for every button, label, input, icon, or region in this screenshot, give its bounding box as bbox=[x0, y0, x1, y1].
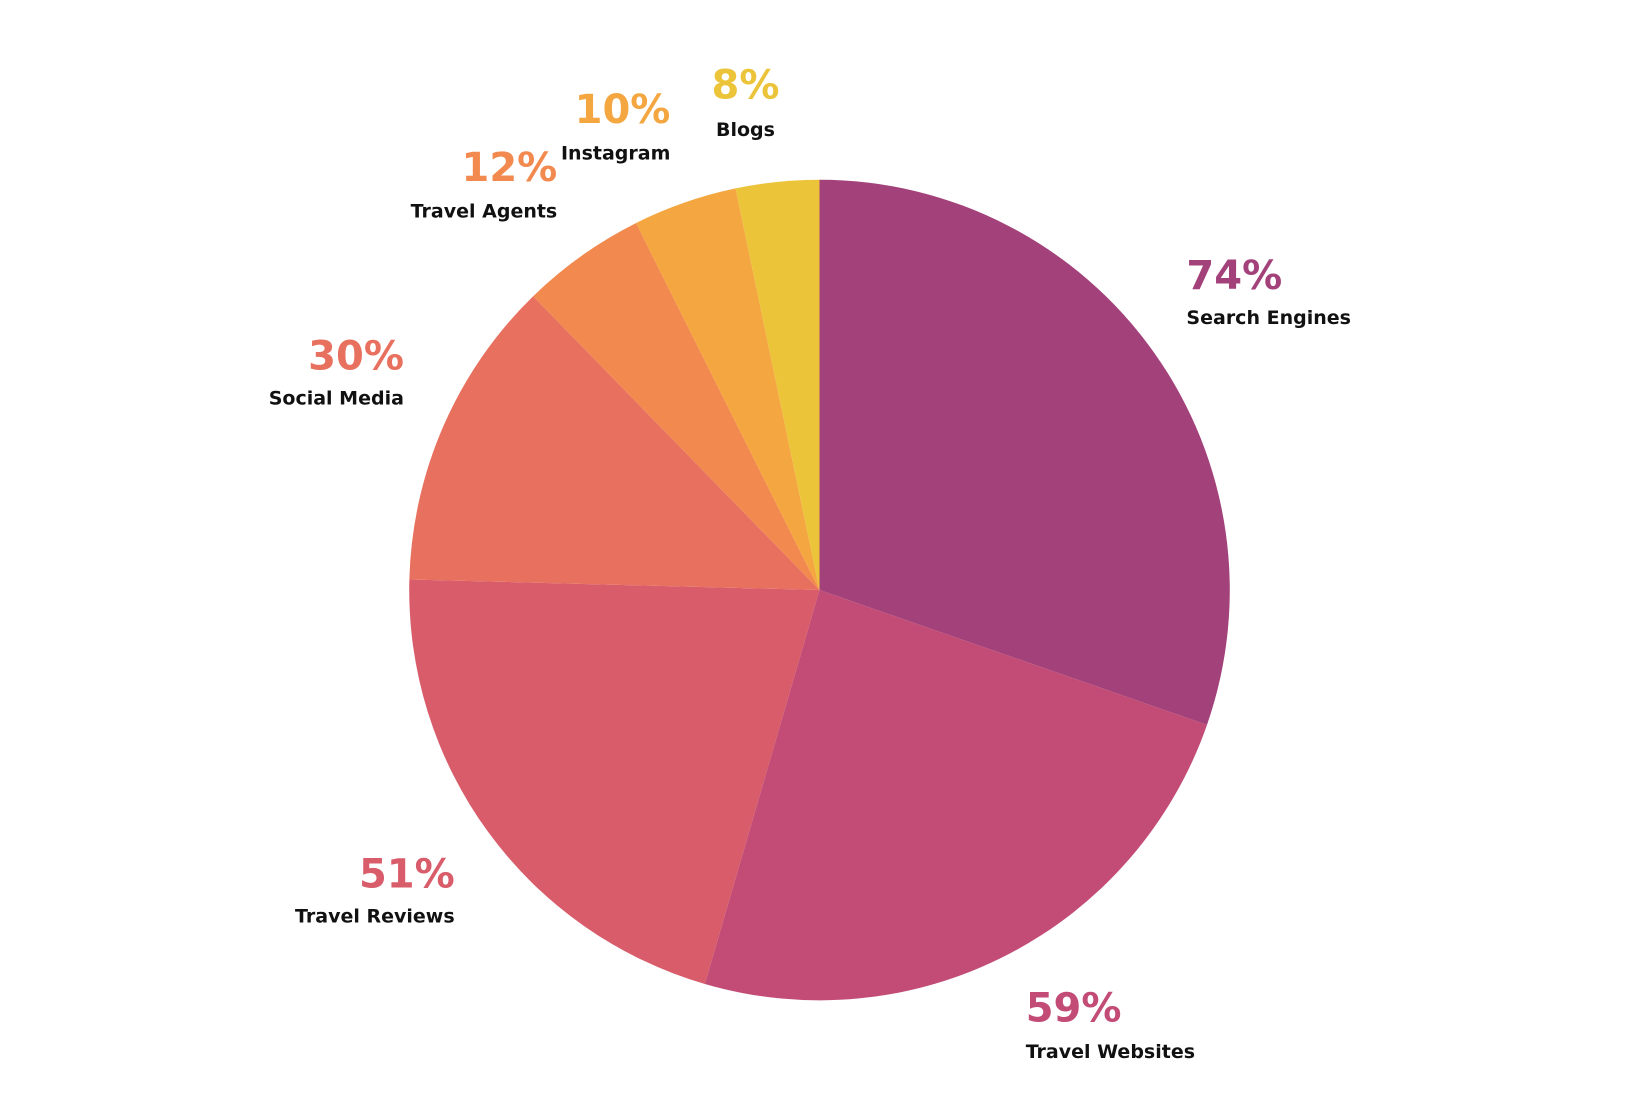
slice-label: Social Media bbox=[269, 388, 404, 410]
slice-label: Search Engines bbox=[1186, 307, 1351, 329]
slice-value-label: 74% bbox=[1186, 253, 1282, 299]
slice-label: Travel Websites bbox=[1026, 1041, 1195, 1063]
slice-label: Travel Reviews bbox=[295, 906, 455, 928]
pie-slice bbox=[409, 296, 820, 591]
pie-slice bbox=[735, 179, 820, 591]
pie-slice bbox=[533, 223, 820, 591]
pie-slice bbox=[704, 590, 1208, 1001]
pie-slice bbox=[636, 188, 820, 591]
slice-value-label: 51% bbox=[359, 851, 455, 897]
slice-value-label: 10% bbox=[575, 87, 671, 133]
slice-label: Instagram bbox=[561, 142, 670, 164]
slice-label: Travel Agents bbox=[411, 200, 558, 222]
pie-slice bbox=[409, 579, 820, 984]
slice-value-label: 59% bbox=[1026, 986, 1122, 1032]
slice-label: Blogs bbox=[716, 119, 775, 141]
slice-value-label: 30% bbox=[308, 333, 404, 379]
pie-slice bbox=[819, 179, 1230, 725]
slice-value-label: 8% bbox=[712, 63, 780, 109]
slice-value-label: 12% bbox=[462, 145, 558, 191]
